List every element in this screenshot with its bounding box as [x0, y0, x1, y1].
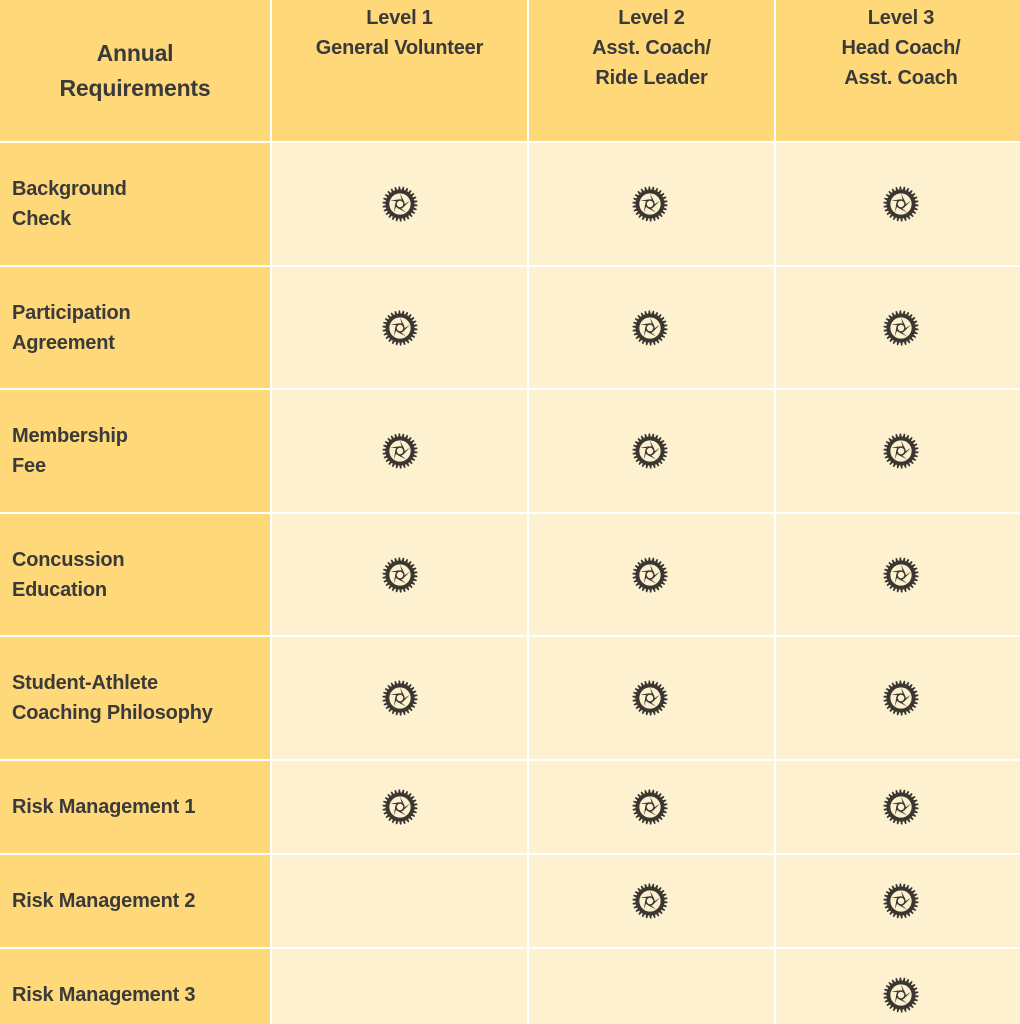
requirement-cell: [776, 143, 1020, 265]
requirement-label: Risk Management 2: [0, 855, 270, 947]
requirement-label: Participation Agreement: [0, 267, 270, 388]
requirement-label-line: Risk Management 3: [12, 983, 196, 1006]
requirement-label-line: Membership: [12, 425, 128, 447]
chainring-gear-icon: [381, 556, 418, 593]
requirement-label-line: Coaching Philosophy: [12, 702, 213, 724]
requirement-cell: [776, 390, 1020, 512]
requirement-label: Background Check: [0, 143, 270, 265]
column-header-level-1: Level 1 General Volunteer: [272, 0, 527, 141]
requirement-label: Student-Athlete Coaching Philosophy: [0, 637, 270, 759]
column-header-level-3: Level 3 Head Coach/Asst. Coach: [776, 0, 1020, 141]
requirement-label-line: Student-Athlete: [12, 672, 158, 694]
requirement-cell: [529, 514, 774, 635]
chainring-gear-icon: [883, 433, 919, 469]
requirement-cell: [272, 143, 527, 265]
requirement-cell: [272, 514, 527, 635]
requirement-label: Concussion Education: [0, 514, 270, 635]
requirement-label-line: Background: [12, 178, 127, 200]
corner-header-line: Requirements: [59, 74, 211, 101]
chainring-gear-icon: [631, 680, 668, 716]
column-header-level-2: Level 2 Asst. Coach/Ride Leader: [529, 0, 774, 141]
chainring-gear-icon: [883, 976, 919, 1013]
chainring-gear-icon: [631, 186, 668, 222]
requirement-cell: [272, 267, 527, 388]
requirement-cell: [776, 949, 1020, 1024]
requirement-cell: [272, 761, 527, 853]
column-header-line: Ride Leader: [595, 67, 708, 89]
requirement-label-line: Risk Management 2: [12, 890, 196, 912]
chainring-gear-icon: [381, 680, 418, 716]
chainring-gear-icon: [631, 433, 668, 469]
requirement-label: Risk Management 1: [0, 761, 270, 853]
chainring-gear-icon: [631, 789, 668, 825]
chainring-gear-icon: [883, 680, 919, 716]
requirement-cell: [272, 637, 527, 759]
corner-header-line: Annual: [96, 39, 174, 66]
column-header-line: Asst. Coach/: [592, 37, 711, 59]
requirement-label-line: Check: [12, 208, 72, 230]
requirement-label-line: Education: [12, 578, 107, 601]
requirement-cell: [529, 390, 774, 512]
chainring-gear-icon: [631, 883, 668, 919]
chainring-gear-icon: [381, 309, 418, 346]
column-header-line: Level 3: [867, 7, 935, 29]
chainring-gear-icon: [883, 789, 919, 825]
chainring-gear-icon: [883, 556, 919, 593]
chainring-gear-icon: [381, 186, 418, 222]
requirement-cell: [529, 855, 774, 947]
column-header-line: Head Coach/: [841, 37, 961, 59]
requirement-cell: [776, 761, 1020, 853]
chainring-gear-icon: [631, 556, 668, 593]
requirement-cell: [529, 267, 774, 388]
requirement-cell: [776, 514, 1020, 635]
requirement-label: Membership Fee: [0, 390, 270, 512]
column-header-line: Asst. Coach: [844, 67, 958, 89]
chainring-gear-icon: [381, 789, 418, 825]
requirement-cell: [272, 855, 527, 947]
column-header-line: General Volunteer: [315, 37, 484, 59]
column-header-line: Level 2: [618, 7, 685, 29]
requirement-label-line: Participation: [12, 301, 131, 324]
requirement-cell: [272, 949, 527, 1024]
requirement-label-line: Concussion: [12, 548, 125, 571]
chainring-gear-icon: [381, 433, 418, 469]
requirement-label-line: Fee: [12, 455, 46, 477]
column-header-line: Level 1: [366, 7, 433, 29]
chainring-gear-icon: [631, 309, 668, 346]
requirement-label-line: Risk Management 1: [12, 796, 196, 818]
chainring-gear-icon: [883, 309, 919, 346]
requirement-cell: [529, 761, 774, 853]
requirement-label-line: Agreement: [12, 331, 115, 354]
requirement-cell: [272, 390, 527, 512]
requirement-cell: [776, 637, 1020, 759]
requirement-cell: [529, 949, 774, 1024]
requirement-label: Risk Management 3: [0, 949, 270, 1024]
chainring-gear-icon: [883, 883, 919, 919]
requirement-cell: [776, 267, 1020, 388]
requirement-cell: [529, 637, 774, 759]
requirement-cell: [776, 855, 1020, 947]
corner-header: Annual Requirements: [0, 0, 270, 141]
chainring-gear-icon: [883, 186, 919, 222]
requirement-cell: [529, 143, 774, 265]
